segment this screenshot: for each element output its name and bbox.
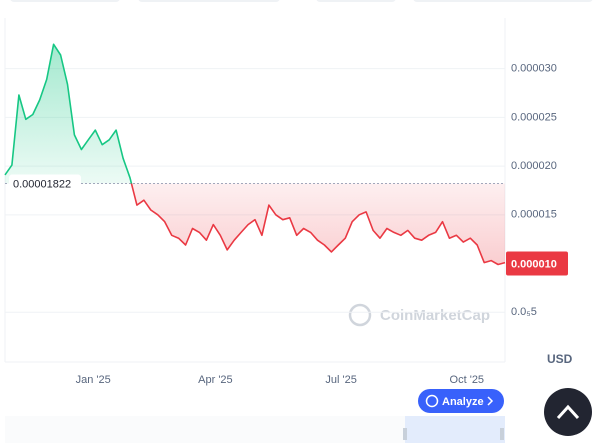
baseline-label-bg bbox=[9, 174, 81, 193]
y-tick-label: 0.000030 bbox=[511, 63, 557, 75]
current-price-tag bbox=[506, 251, 568, 276]
analyze-icon bbox=[425, 394, 439, 408]
analyze-bg[interactable] bbox=[418, 389, 504, 413]
y-tick-label: 0.000015 bbox=[511, 209, 557, 221]
x-tick-label: Oct '25 bbox=[450, 374, 485, 386]
y-tick-label: 0.0₅5 bbox=[511, 306, 537, 318]
scroll-top-button[interactable] bbox=[544, 388, 592, 436]
analyze-chevron bbox=[487, 396, 494, 406]
price-area bbox=[5, 44, 505, 265]
baseline-label: 0.00001822 bbox=[13, 178, 71, 190]
tab[interactable] bbox=[413, 0, 593, 2]
watermark-text: CoinMarketCap bbox=[380, 307, 490, 324]
watermark: CoinMarketCap bbox=[348, 303, 490, 327]
tab[interactable] bbox=[316, 0, 396, 2]
scroll-top-chevron bbox=[556, 404, 580, 420]
analyze-label[interactable]: Analyze bbox=[442, 396, 484, 408]
x-tick-label: Apr '25 bbox=[198, 374, 233, 386]
tab[interactable] bbox=[10, 0, 120, 2]
x-tick-label: Jan '25 bbox=[76, 374, 111, 386]
navigator-handle[interactable] bbox=[403, 428, 407, 440]
navigator-handle[interactable] bbox=[500, 428, 504, 440]
analyze-button[interactable]: Analyze bbox=[418, 389, 504, 413]
scroll-top-bg[interactable] bbox=[544, 388, 592, 436]
current-price-label: 0.000010 bbox=[511, 258, 557, 270]
y-tick-label: 0.000025 bbox=[511, 111, 557, 123]
currency: USD bbox=[547, 352, 573, 366]
price-line bbox=[4, 43, 506, 266]
tab[interactable] bbox=[138, 0, 280, 2]
y-tick-label: 0.000020 bbox=[511, 160, 557, 172]
navigator-selection[interactable] bbox=[405, 416, 505, 443]
x-tick-label: Jul '25 bbox=[325, 374, 356, 386]
